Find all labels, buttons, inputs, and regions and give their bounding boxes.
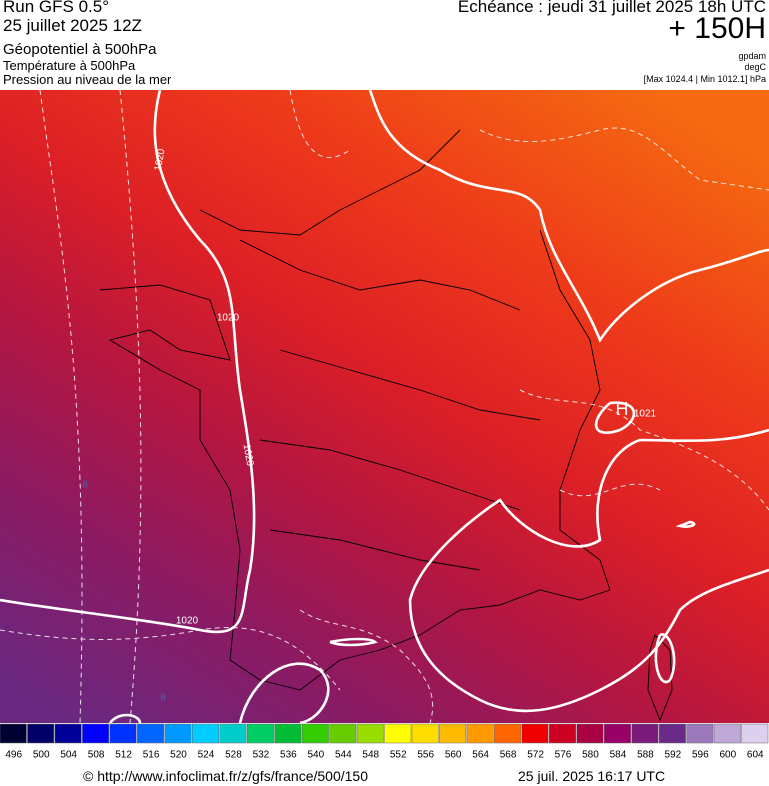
color-swatch <box>54 723 82 744</box>
contour-label: 8 <box>82 480 88 491</box>
color-swatch <box>576 723 604 744</box>
coastlines <box>99 129 673 722</box>
run-title: Run GFS 0.5° <box>3 0 110 16</box>
color-swatch <box>329 723 357 744</box>
contour-label: 1020 <box>153 148 168 172</box>
color-swatch <box>466 723 494 744</box>
colorbar-label: 588 <box>637 750 654 761</box>
unit: gpdam <box>738 51 766 61</box>
color-swatch <box>741 723 769 744</box>
range: [Max 1024.4 | Min 1012.1] hPa <box>643 74 766 84</box>
color-swatch <box>246 723 274 744</box>
colorbar-label: 508 <box>88 750 105 761</box>
unit: degC <box>744 62 766 72</box>
colorbar-label: 600 <box>719 750 736 761</box>
field-label: Géopotentiel à 500hPa <box>3 41 157 58</box>
contour-label: 1020 <box>217 313 240 324</box>
colorbar-label: 516 <box>143 750 160 761</box>
colorbar-label: 584 <box>610 750 627 761</box>
colorbar-label: 592 <box>665 750 682 761</box>
colorbar-label: 548 <box>362 750 379 761</box>
colorbar-label: 536 <box>280 750 297 761</box>
forecast-time: Echéance : jeudi 31 juillet 2025 18h UTC <box>457 0 766 16</box>
color-swatch <box>686 723 714 744</box>
colorbar-label: 512 <box>115 750 132 761</box>
color-swatch <box>384 723 412 744</box>
colorbar-label: 544 <box>335 750 352 761</box>
colorbar-label: 524 <box>198 750 215 761</box>
source-url: © http://www.infoclimat.fr/z/gfs/france/… <box>83 768 368 784</box>
color-swatch <box>549 723 576 744</box>
run-date: 25 juillet 2025 12Z <box>3 16 142 35</box>
colorbar-label: 596 <box>692 750 709 761</box>
colorbar-label: 520 <box>170 750 187 761</box>
color-swatch <box>603 723 631 744</box>
color-swatch <box>192 723 219 744</box>
color-swatch <box>658 723 686 744</box>
colorbar-label: 496 <box>5 750 22 761</box>
colorbar-label: 564 <box>472 750 489 761</box>
color-swatch <box>356 723 384 744</box>
colorbar-label: 504 <box>60 750 77 761</box>
temperature-field <box>0 90 769 723</box>
colorbar-label: 540 <box>307 750 324 761</box>
isobars <box>0 90 769 723</box>
color-swatch <box>164 723 192 744</box>
high-pressure-label: H <box>616 399 629 419</box>
color-swatch <box>631 723 659 744</box>
color-swatch <box>274 723 302 744</box>
colorbar-label: 580 <box>582 750 599 761</box>
timestamp: 25 juil. 2025 16:17 UTC <box>518 768 666 784</box>
contour-label: 8 <box>160 693 166 704</box>
color-swatch <box>109 723 137 744</box>
colorbar-label: 556 <box>417 750 434 761</box>
contour-label: 1020 <box>241 443 256 467</box>
color-swatch <box>82 723 110 744</box>
color-swatch <box>27 723 55 744</box>
color-swatch <box>713 723 741 744</box>
field-label: Température à 500hPa <box>3 58 136 73</box>
field-label: Pression au niveau de la mer <box>3 72 172 87</box>
colorbar-label: 500 <box>33 750 50 761</box>
color-swatch <box>0 723 27 744</box>
contour-label: 1021 <box>634 409 657 420</box>
colorbar-label: 532 <box>253 750 270 761</box>
color-swatch <box>137 723 165 744</box>
color-swatch <box>521 723 549 744</box>
contour-label: 1020 <box>176 616 199 627</box>
colorbar-label: 560 <box>445 750 462 761</box>
colorbar-label: 576 <box>555 750 572 761</box>
colorbar: 496 500 504 508 512 516 520 524 528 532 536 540 544 5… <box>0 723 769 761</box>
color-swatch <box>219 723 247 744</box>
color-swatch <box>411 723 439 744</box>
map: 1020 1020 1020 1020 1021 H 8 8 <box>0 90 769 723</box>
color-swatch <box>439 723 467 744</box>
color-swatch <box>301 723 329 744</box>
color-swatch <box>494 723 522 744</box>
lead-time: + 150H <box>668 12 766 45</box>
colorbar-label: 528 <box>225 750 242 761</box>
colorbar-label: 552 <box>390 750 407 761</box>
colorbar-label: 604 <box>747 750 764 761</box>
colorbar-label: 572 <box>527 750 544 761</box>
colorbar-label: 568 <box>500 750 517 761</box>
